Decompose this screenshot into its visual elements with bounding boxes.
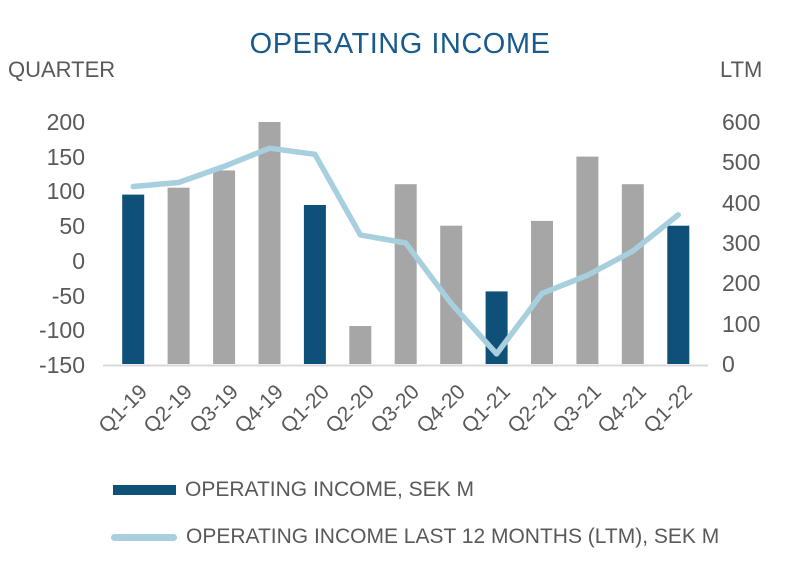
x-label-Q4-19: Q4-19 <box>230 380 289 438</box>
axis-tick: 400 <box>722 189 761 216</box>
x-label-Q2-20: Q2-20 <box>321 380 379 438</box>
bar-Q4-20 <box>440 225 463 364</box>
bar-Q1-19 <box>122 194 145 364</box>
axis-tick: 50 <box>59 213 85 240</box>
x-label-Q3-20: Q3-20 <box>366 380 425 438</box>
axis-tick: 100 <box>46 178 85 205</box>
axis-tick: 100 <box>722 310 761 337</box>
axis-tick: 0 <box>72 247 85 274</box>
x-label-Q1-22: Q1-22 <box>639 380 697 438</box>
x-label-Q1-19: Q1-19 <box>94 380 152 438</box>
x-label-Q2-21: Q2-21 <box>503 380 561 438</box>
x-label-Q1-20: Q1-20 <box>275 380 334 438</box>
x-label-Q2-19: Q2-19 <box>139 380 198 438</box>
bar-Q1-22 <box>667 225 690 364</box>
legend-item-ltm: OPERATING INCOME LAST 12 MONTHS (LTM), S… <box>111 525 719 549</box>
legend-label-ltm: OPERATING INCOME LAST 12 MONTHS (LTM), S… <box>186 525 720 548</box>
x-label-Q3-21: Q3-21 <box>548 380 606 438</box>
x-label-Q3-19: Q3-19 <box>185 380 243 438</box>
x-label-Q4-20: Q4-20 <box>412 380 470 438</box>
x-label-Q1-21: Q1-21 <box>457 380 516 438</box>
axis-tick: 200 <box>722 270 761 297</box>
axis-tick: 300 <box>722 230 761 256</box>
legend-line-swatch <box>111 533 177 541</box>
bar-Q4-21 <box>621 184 644 364</box>
bar-Q2-19 <box>167 187 190 364</box>
axis-tick: 600 <box>722 109 761 135</box>
legend-label-operating-income: OPERATING INCOME, SEK M <box>185 478 474 501</box>
axis-tick: -150 <box>38 352 85 378</box>
axis-tick: 500 <box>722 149 761 176</box>
bar-Q3-20 <box>394 184 417 364</box>
left-axis-title: QUARTER <box>8 57 116 82</box>
left-axis-ticks: 200 150 100 50 0 -50 -100 -150 <box>0 0 85 578</box>
bar-Q3-19 <box>213 170 236 364</box>
legend-item-operating-income: OPERATING INCOME, SEK M <box>113 478 474 502</box>
axis-tick: -50 <box>51 282 85 309</box>
right-axis-title: LTM <box>720 57 763 82</box>
chart-title: OPERATING INCOME <box>249 28 551 60</box>
bar-Q2-20 <box>349 326 372 364</box>
x-label-Q4-21: Q4-21 <box>593 380 652 438</box>
bar-Q1-20 <box>303 205 326 364</box>
right-axis-ticks: 600 500 400 300 200 100 0 <box>722 0 800 578</box>
axis-tick: 0 <box>722 351 735 377</box>
legend-bar-swatch <box>113 485 176 495</box>
bar-Q4-19 <box>258 122 281 364</box>
bar-Q3-21 <box>576 156 599 364</box>
axis-tick: 200 <box>46 109 85 135</box>
ltm-line <box>130 145 682 357</box>
axis-tick: 150 <box>46 143 85 170</box>
axis-tick: -100 <box>38 317 85 344</box>
